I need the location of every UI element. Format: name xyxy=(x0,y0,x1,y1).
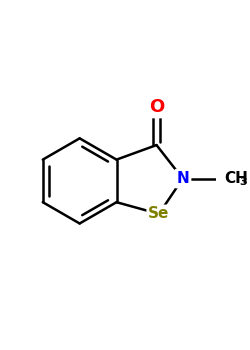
Text: Se: Se xyxy=(148,206,170,222)
Text: 3: 3 xyxy=(240,177,247,187)
Text: N: N xyxy=(176,171,189,186)
Text: CH: CH xyxy=(224,171,248,186)
Text: O: O xyxy=(149,98,164,116)
